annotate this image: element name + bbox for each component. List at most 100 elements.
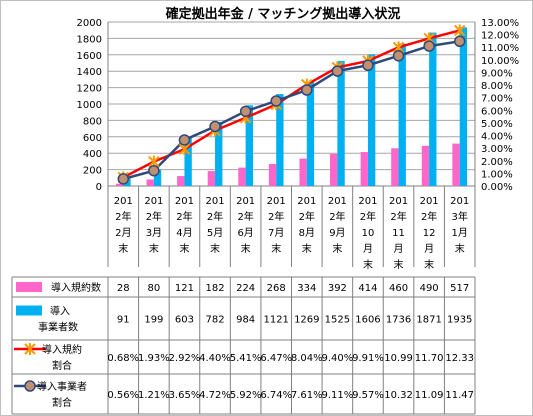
- table-cell-value: 6.74%: [260, 390, 292, 401]
- category-label-line: 末: [332, 242, 342, 255]
- table-cell-value: 12.33: [445, 353, 474, 364]
- y-left-tick-label: 1400: [77, 67, 102, 78]
- table-cell-value: 224: [236, 283, 255, 294]
- category-label-line: 5月: [207, 227, 223, 239]
- category-label-line: 2年: [176, 210, 192, 223]
- bar-plans: [391, 148, 399, 186]
- category-label-line: 2年: [115, 210, 131, 223]
- series-name-line: 割合: [52, 396, 72, 409]
- series-name-line: 導入事業者: [37, 380, 87, 393]
- category-label-line: 201: [114, 196, 133, 207]
- y-right-tick-label: 2.00%: [481, 157, 513, 168]
- category-label-line: 2年: [390, 210, 406, 223]
- table-cell-value: 1736: [386, 315, 411, 326]
- table-cell-value: 9.40%: [321, 353, 353, 364]
- table-cell-value: 121: [175, 283, 194, 294]
- y-right-tick-label: 7.00%: [481, 94, 513, 105]
- marker-employer-ratio: [270, 95, 282, 107]
- bar-employers: [367, 54, 376, 186]
- category-label-line: 201: [144, 196, 163, 207]
- table-cell-value: 9.11%: [321, 390, 353, 401]
- chart-title: 確定拠出年金 / マッチング拠出導入状況: [166, 6, 401, 22]
- y-left-tick-label: 1200: [77, 84, 102, 95]
- category-label-line: 2年: [360, 210, 376, 223]
- marker-employer-ratio: [178, 134, 191, 146]
- table-cell-value: 28: [117, 283, 130, 294]
- table-cell-value: 490: [420, 283, 439, 294]
- category-label-line: 月: [424, 243, 434, 255]
- y-right-tick-label: 9.00%: [481, 68, 513, 79]
- category-label-line: 2年: [146, 210, 162, 223]
- bar-plans: [207, 171, 216, 186]
- category-label-line: 11: [392, 228, 405, 239]
- series-name: 導入規約数: [51, 281, 101, 294]
- category-label-line: 2年: [421, 210, 437, 223]
- marker-employer-ratio: [392, 50, 405, 62]
- bar-employers: [276, 94, 284, 186]
- marker-star-shape: [454, 24, 466, 37]
- bar-plans: [146, 179, 154, 186]
- category-label-line: 末: [394, 258, 404, 271]
- bar-plans: [177, 176, 185, 186]
- table-cell-value: 1269: [294, 315, 319, 326]
- marker-employer-ratio: [209, 120, 221, 133]
- y-left-tick-label: 2000: [77, 18, 102, 29]
- table-cell-value: 2.92%: [169, 353, 201, 364]
- table-cell-value: 9.91%: [352, 353, 384, 364]
- category-label-line: 2年: [299, 210, 315, 223]
- category-label-line: 末: [455, 242, 465, 255]
- bar-plans: [360, 152, 368, 186]
- y-left-tick-label: 400: [83, 149, 102, 160]
- y-left-tick-label: 0: [96, 182, 102, 193]
- marker-employer-ratio: [453, 35, 466, 48]
- category-label-line: 3年: [452, 210, 468, 223]
- marker-employer-ratio: [423, 40, 435, 52]
- y-right-tick-label: 11.00%: [481, 43, 519, 54]
- table-cell-value: 3.65%: [169, 390, 201, 401]
- category-label-line: 末: [179, 242, 189, 255]
- y-right-tick-label: 5.00%: [481, 119, 513, 130]
- marker-employer-ratio: [239, 105, 252, 118]
- table-cell-value: 199: [144, 315, 163, 326]
- table-cell-value: 460: [389, 283, 408, 294]
- y-left-tick-label: 1600: [77, 51, 102, 62]
- table-cell-value: 11.70: [415, 353, 444, 364]
- table-cell-value: 11.47: [445, 390, 474, 401]
- bar-plans: [115, 183, 124, 186]
- table-cell-value: 392: [328, 283, 347, 294]
- bar-employers: [153, 169, 162, 186]
- legend-key-marker: [24, 343, 36, 355]
- marker-employer-ratio: [148, 164, 160, 177]
- category-label-line: 月: [363, 243, 373, 255]
- series-name-line: 導入規約: [42, 343, 82, 356]
- bar-plans: [238, 167, 246, 186]
- table-cell-value: 1871: [416, 315, 441, 326]
- category-label-line: 4月: [176, 227, 192, 239]
- table-cell-value: 1606: [355, 315, 380, 326]
- bar-employers: [398, 43, 406, 187]
- table-cell-value: 7.61%: [291, 390, 323, 401]
- table-cell-value: 4.40%: [199, 353, 231, 364]
- category-label-line: 8月: [299, 227, 315, 239]
- category-label-line: 201: [205, 196, 224, 207]
- bar-plans: [299, 158, 307, 186]
- category-label-line: 201: [358, 196, 377, 207]
- category-label-line: 201: [328, 196, 347, 207]
- category-label-line: 12: [423, 228, 436, 239]
- category-label-line: 末: [302, 242, 312, 255]
- y-left-tick-label: 1000: [77, 100, 102, 111]
- legend-key-bar: [16, 305, 42, 316]
- table-cell-value: 5.92%: [230, 390, 262, 401]
- table-cell-value: 268: [267, 283, 286, 294]
- y-left-tick-label: 1800: [77, 34, 102, 45]
- category-label-line: 2月: [115, 227, 131, 239]
- bar-plans: [421, 145, 430, 186]
- table-cell-value: 4.72%: [199, 390, 231, 401]
- bar-employers: [306, 81, 315, 186]
- category-label-line: 201: [420, 196, 439, 207]
- bar-employers: [429, 32, 437, 186]
- y-left-tick-label: 200: [83, 166, 102, 177]
- table-cell-value: 91: [117, 315, 130, 326]
- table-cell-value: 0.56%: [107, 390, 139, 401]
